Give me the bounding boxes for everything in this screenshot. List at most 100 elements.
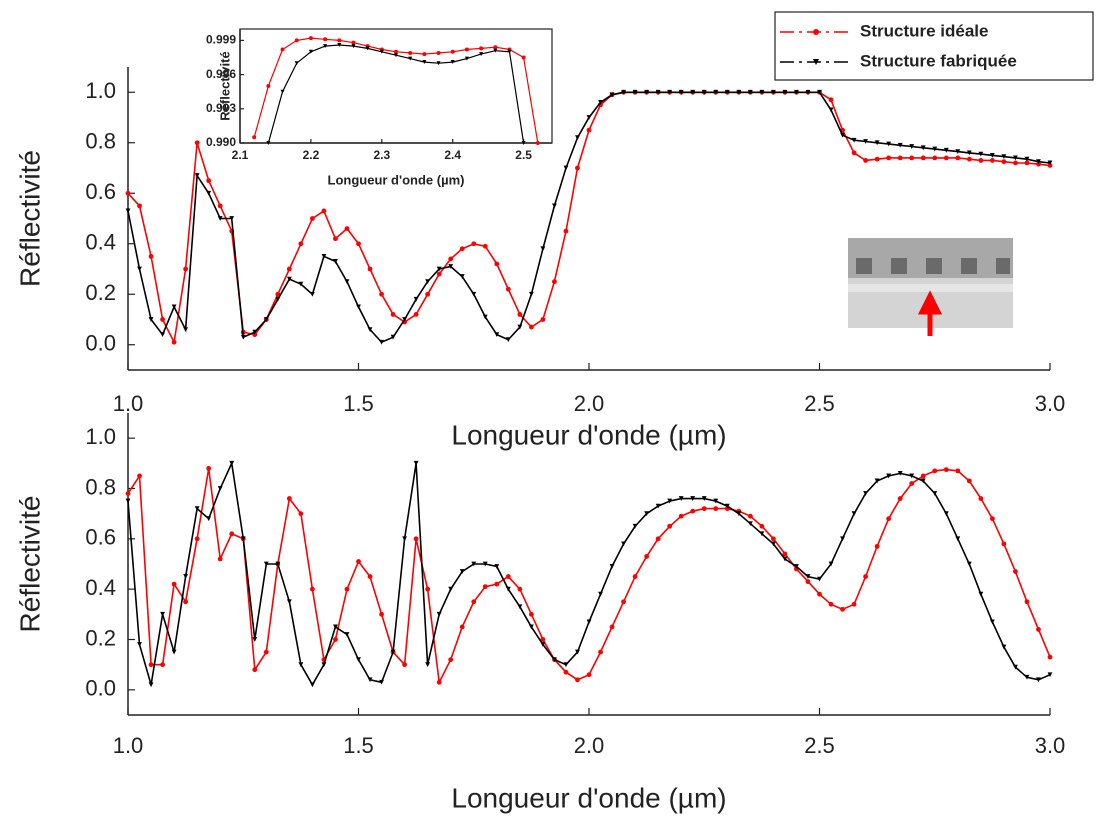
marker bbox=[805, 579, 811, 585]
marker bbox=[521, 141, 526, 145]
marker bbox=[863, 158, 868, 163]
marker bbox=[194, 536, 200, 542]
marker bbox=[586, 619, 592, 625]
marker bbox=[1013, 155, 1018, 161]
marker bbox=[817, 591, 822, 597]
marker bbox=[479, 52, 484, 57]
marker bbox=[840, 606, 845, 612]
marker bbox=[805, 574, 811, 579]
marker bbox=[1047, 160, 1053, 166]
marker bbox=[494, 332, 500, 338]
marker bbox=[148, 682, 154, 688]
marker bbox=[298, 662, 304, 668]
marker bbox=[575, 649, 580, 655]
marker bbox=[563, 669, 569, 675]
marker bbox=[379, 339, 384, 345]
marker bbox=[1024, 674, 1030, 680]
marker bbox=[471, 561, 477, 567]
marker bbox=[310, 682, 315, 688]
marker bbox=[1036, 161, 1041, 167]
marker bbox=[125, 208, 131, 214]
marker bbox=[759, 531, 765, 537]
marker bbox=[932, 468, 938, 474]
marker bbox=[943, 155, 949, 161]
marker bbox=[436, 611, 442, 617]
marker bbox=[436, 271, 442, 277]
marker bbox=[989, 619, 995, 625]
marker bbox=[563, 165, 569, 171]
marker bbox=[206, 516, 212, 522]
marker bbox=[552, 203, 557, 209]
legend-label: Structure fabriquée bbox=[860, 51, 1017, 70]
y-tick-label: 0.4 bbox=[85, 230, 116, 255]
marker bbox=[367, 266, 373, 272]
marker bbox=[828, 601, 834, 607]
marker bbox=[413, 312, 419, 317]
x-tick-label: 1.0 bbox=[113, 733, 144, 758]
marker bbox=[747, 513, 753, 519]
marker bbox=[459, 246, 465, 252]
x-tick-label: 2.4 bbox=[444, 148, 461, 162]
marker bbox=[252, 667, 258, 673]
marker bbox=[736, 89, 742, 95]
marker bbox=[586, 127, 592, 133]
marker bbox=[148, 253, 154, 259]
marker bbox=[1001, 159, 1007, 165]
marker bbox=[621, 89, 626, 95]
marker bbox=[217, 556, 223, 562]
sem-groove bbox=[961, 258, 977, 274]
marker bbox=[747, 89, 753, 95]
x-tick-label: 1.5 bbox=[343, 391, 374, 416]
marker bbox=[528, 611, 534, 617]
marker bbox=[955, 149, 961, 154]
x-tick-label: 2.5 bbox=[804, 733, 835, 758]
marker bbox=[402, 536, 407, 542]
marker bbox=[275, 296, 281, 302]
marker bbox=[494, 564, 500, 569]
marker bbox=[422, 52, 427, 57]
marker bbox=[413, 296, 419, 302]
marker bbox=[1001, 154, 1007, 160]
marker bbox=[943, 511, 949, 517]
marker bbox=[955, 536, 961, 542]
marker bbox=[471, 241, 477, 247]
marker bbox=[909, 473, 915, 479]
marker bbox=[252, 329, 258, 335]
marker bbox=[678, 513, 684, 519]
marker bbox=[851, 601, 857, 607]
marker bbox=[943, 147, 949, 153]
marker bbox=[217, 486, 223, 491]
marker bbox=[137, 266, 142, 272]
marker bbox=[701, 89, 707, 95]
marker bbox=[351, 44, 356, 49]
marker bbox=[125, 498, 131, 504]
marker bbox=[667, 89, 673, 95]
marker bbox=[479, 46, 484, 51]
marker bbox=[413, 536, 419, 542]
marker bbox=[160, 332, 165, 338]
marker bbox=[206, 190, 212, 196]
marker bbox=[459, 624, 465, 630]
marker bbox=[713, 498, 719, 504]
sem-arrow bbox=[917, 290, 943, 336]
marker bbox=[828, 97, 834, 103]
marker bbox=[771, 541, 776, 547]
marker bbox=[493, 48, 498, 53]
marker bbox=[782, 89, 788, 95]
sem-image bbox=[848, 238, 1013, 336]
marker bbox=[308, 49, 313, 54]
marker bbox=[955, 155, 961, 161]
marker bbox=[874, 543, 880, 549]
marker bbox=[701, 506, 707, 512]
marker bbox=[575, 677, 580, 683]
marker bbox=[528, 624, 534, 630]
x-tick-label: 2.0 bbox=[574, 391, 605, 416]
marker bbox=[450, 49, 455, 54]
marker bbox=[609, 564, 615, 569]
marker bbox=[171, 581, 177, 587]
marker bbox=[344, 586, 350, 592]
marker bbox=[1024, 160, 1030, 166]
marker bbox=[333, 637, 338, 642]
marker bbox=[517, 324, 523, 330]
